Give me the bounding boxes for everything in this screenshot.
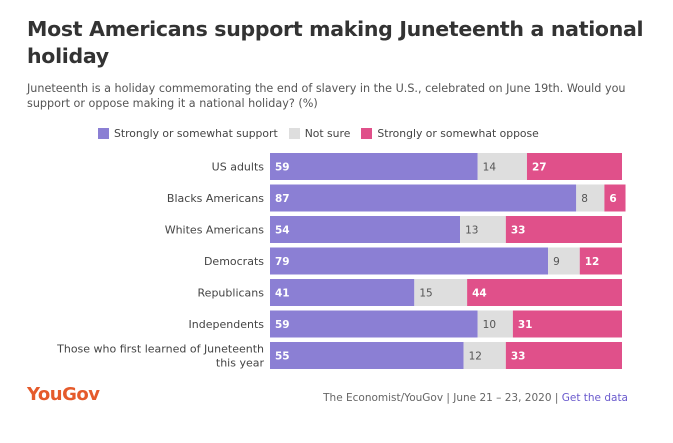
bar-segment-support [270,216,461,243]
bar-segment-support [270,184,577,212]
data-label-oppose: 33 [511,225,526,237]
data-label-support: 59 [275,319,290,331]
bar-segment-not-sure [477,310,513,338]
bar-segment-not-sure [414,279,468,306]
data-label-not-sure: 13 [465,225,478,237]
legend: Strongly or somewhat support Not sure St… [98,126,550,140]
data-label-not-sure: 8 [581,193,588,205]
bar-segment-oppose [579,247,622,275]
data-label-support: 59 [275,162,290,174]
chart-title: Most Americans support making Juneteenth… [27,17,644,68]
bar-segment-not-sure [460,216,506,243]
bar-segment-support [270,342,464,369]
data-label-not-sure: 15 [419,288,432,300]
data-label-oppose: 31 [518,319,533,331]
bar-segment-oppose [467,279,622,306]
data-label-oppose: 44 [472,288,487,300]
category-label: Blacks Americans [167,192,264,205]
data-label-support: 54 [275,225,290,237]
category-label: Republicans [198,287,265,300]
data-label-oppose: 33 [511,351,526,363]
legend-item-not-sure: Not sure [288,126,351,140]
data-label-not-sure: 10 [483,319,496,331]
chart-subtitle: Juneteenth is a holiday commemorating th… [27,82,626,110]
category-label: US adults [212,161,265,174]
bar-segment-support [270,279,415,306]
bar-segment-oppose [505,216,622,243]
legend-item-support: Strongly or somewhat support [98,127,278,140]
bar-segment-oppose [526,153,622,180]
legend-label-not-sure: Not sure [304,126,351,140]
data-label-oppose: 12 [585,256,600,268]
get-the-data-link[interactable]: Get the data [561,392,628,404]
legend-swatch-support [98,127,109,139]
legend-label-oppose: Strongly or somewhat oppose [377,126,539,140]
bar-segment-oppose [604,184,626,212]
yougov-logo: YouGov [27,384,100,405]
bar-segment-support [270,247,549,275]
legend-swatch-not-sure [288,127,300,139]
data-label-oppose: 6 [609,193,616,205]
category-label: Whites Americans [165,224,265,237]
data-label-not-sure: 14 [483,162,497,174]
data-label-not-sure: 12 [469,351,482,363]
bar-segment-not-sure [463,342,506,369]
category-label: Independents [189,318,265,331]
data-label-support: 79 [275,256,290,268]
bar-segment-support [270,153,478,180]
bar-segment-not-sure [477,153,527,180]
data-label-support: 55 [275,351,290,363]
data-label-support: 41 [275,288,290,300]
category-label: Those who first learned of Juneteenth thi… [56,343,264,370]
bar-segment-oppose [505,342,622,369]
bar-segment-not-sure [548,247,580,275]
footer-source: The Economist/YouGov | June 21 – 23, 202… [323,392,628,404]
bar-segment-oppose [512,310,622,338]
data-label-oppose: 27 [532,162,547,174]
data-label-not-sure: 9 [553,256,560,268]
bar-segment-support [270,310,478,338]
bar-segment-not-sure [576,184,605,212]
source-text: The Economist/YouGov | June 21 – 23, 202… [323,392,562,404]
legend-label-support: Strongly or somewhat support [114,126,278,140]
data-label-support: 87 [275,193,290,205]
legend-item-oppose: Strongly or somewhat oppose [361,126,539,140]
legend-swatch-oppose [361,127,373,139]
category-label: Democrats [204,255,264,268]
